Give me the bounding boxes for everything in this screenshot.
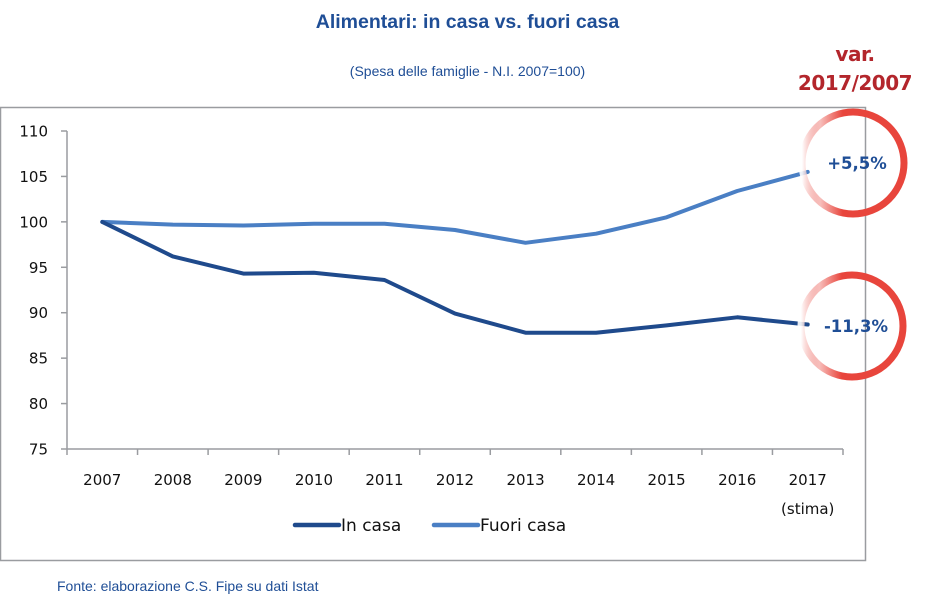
chart-title: Alimentari: in casa vs. fuori casa xyxy=(315,11,620,33)
variation-header: var. 2017/2007 xyxy=(770,40,935,98)
x-tick-label: 2008 xyxy=(154,471,192,489)
y-tick-label: 80 xyxy=(29,395,48,413)
y-tick-label: 110 xyxy=(19,123,48,141)
chart-frame xyxy=(0,106,867,562)
legend-label: Fuori casa xyxy=(480,516,566,536)
y-tick-label: 95 xyxy=(29,259,48,277)
y-tick-label: 90 xyxy=(29,304,48,322)
x-tick-label: 2014 xyxy=(577,471,615,489)
y-axis: 110 105 100 95 90 85 80 75 xyxy=(19,123,68,459)
variation-value: -11,3% xyxy=(824,317,889,336)
source-note: Fonte: elaborazione C.S. Fipe su dati Is… xyxy=(57,578,319,594)
series-lines xyxy=(100,169,810,335)
variation-header-line1: var. xyxy=(835,42,875,66)
x-tick-label: 2016 xyxy=(718,471,756,489)
variation-value: +5,5% xyxy=(827,154,887,173)
highlight-ring xyxy=(797,271,907,381)
y-tick-label: 105 xyxy=(19,168,48,186)
x-tick-label: 2013 xyxy=(506,471,544,489)
y-tick-label: 75 xyxy=(29,441,48,459)
y-tick-label: 100 xyxy=(19,213,48,231)
x-tick-label: 2015 xyxy=(648,471,686,489)
x-tick-label: 2009 xyxy=(224,471,262,489)
series-line-fuori-casa xyxy=(100,169,810,245)
series-line-in-casa xyxy=(100,219,810,335)
x-tick-note: (stima) xyxy=(781,500,834,518)
y-tick-label: 85 xyxy=(29,350,48,368)
x-tick-label: 2012 xyxy=(436,471,474,489)
variation-rings: +5,5% -11,3% xyxy=(797,108,908,381)
x-tick-label: 2007 xyxy=(83,471,121,489)
highlight-ring xyxy=(798,108,908,218)
variation-header-line2: 2017/2007 xyxy=(797,71,913,95)
x-tick-label: 2017 xyxy=(789,471,827,489)
legend: In casa Fuori casa xyxy=(292,516,566,536)
chart-subtitle: (Spesa delle famiglie - N.I. 2007=100) xyxy=(349,63,586,79)
x-tick-label: 2010 xyxy=(295,471,333,489)
x-axis: 2007 2008 2009 2010 2011 2012 2013 2014 2015 2016… xyxy=(66,448,844,518)
legend-label: In casa xyxy=(341,516,401,536)
x-tick-label: 2011 xyxy=(365,471,403,489)
